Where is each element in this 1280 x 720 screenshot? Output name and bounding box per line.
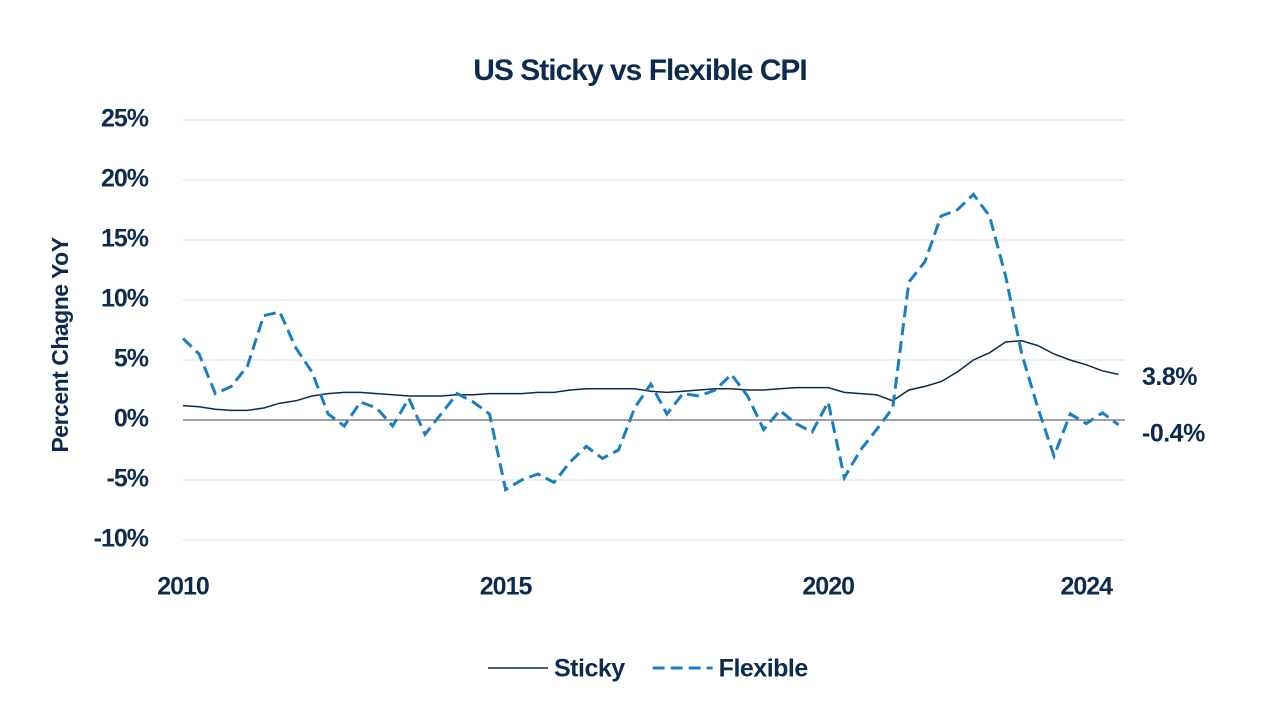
x-tick-label: 2015 (480, 573, 533, 601)
series-line (181, 192, 1120, 492)
y-tick-label: 20% (101, 165, 149, 193)
y-tick-label: 5% (114, 345, 149, 373)
y-tick-label: 25% (101, 105, 149, 133)
y-tick-label: 10% (101, 285, 149, 313)
end-label: 3.8% (1142, 363, 1197, 391)
chart-title: US Sticky vs Flexible CPI (473, 54, 807, 87)
y-tick-label: 15% (101, 225, 149, 253)
x-tick-label: 2010 (157, 573, 209, 601)
y-axis-title: Percent Chagne YoY (47, 237, 73, 452)
legend-label: Flexible (719, 655, 809, 683)
end-label: -0.4% (1142, 419, 1205, 447)
legend-label: Sticky (554, 655, 625, 683)
y-tick-label: -5% (107, 465, 149, 493)
y-tick-label: -10% (94, 525, 149, 553)
x-tick-label: 2024 (1060, 573, 1113, 601)
x-tick-label: 2020 (802, 573, 854, 601)
series-line (182, 340, 1119, 412)
y-tick-label: 0% (114, 405, 149, 433)
